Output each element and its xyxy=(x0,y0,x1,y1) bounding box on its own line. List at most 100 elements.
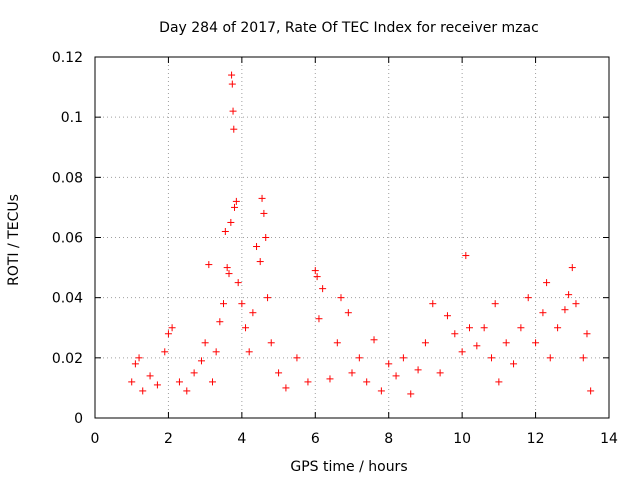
data-point xyxy=(561,306,569,314)
data-point xyxy=(230,125,238,133)
y-axis-label: ROTI / TECUs xyxy=(6,194,22,286)
data-point xyxy=(587,387,595,395)
data-point xyxy=(208,378,216,386)
data-point xyxy=(201,339,209,347)
data-point xyxy=(221,227,229,235)
data-point xyxy=(146,372,154,380)
y-tick-label: 0.1 xyxy=(61,110,83,126)
data-point xyxy=(153,381,161,389)
data-point xyxy=(225,270,233,278)
data-point xyxy=(229,107,237,115)
data-point xyxy=(465,324,473,332)
data-point xyxy=(583,330,591,338)
data-point xyxy=(227,218,235,226)
data-point xyxy=(524,294,532,302)
data-point xyxy=(267,339,275,347)
data-point xyxy=(546,354,554,362)
data-point xyxy=(473,342,481,350)
data-point xyxy=(568,264,576,272)
data-point xyxy=(304,378,312,386)
plot-frame xyxy=(94,56,610,419)
data-point xyxy=(311,267,319,275)
data-points xyxy=(128,71,595,398)
chart-title: Day 284 of 2017, Rate Of TEC Index for r… xyxy=(159,20,539,36)
tick-labels: 0 2 4 6 8 10 12 14 0 0.02 0.04 0.06 0.08 0.1 0.12 xyxy=(52,50,618,447)
data-point xyxy=(414,366,422,374)
data-point xyxy=(480,324,488,332)
data-point xyxy=(313,273,321,281)
data-point xyxy=(510,360,518,368)
data-point xyxy=(264,294,272,302)
data-point xyxy=(392,372,400,380)
data-point xyxy=(161,348,169,356)
data-point xyxy=(443,312,451,320)
data-point xyxy=(234,279,242,287)
data-point xyxy=(231,203,239,211)
data-point xyxy=(436,369,444,377)
x-tick-label: 8 xyxy=(384,431,393,447)
data-point xyxy=(228,80,236,88)
data-point xyxy=(131,360,139,368)
x-tick-label: 10 xyxy=(453,431,471,447)
x-tick-label: 6 xyxy=(311,431,320,447)
data-point xyxy=(242,324,250,332)
data-point xyxy=(258,194,266,202)
data-point xyxy=(168,324,176,332)
x-tick-label: 12 xyxy=(527,431,545,447)
data-point xyxy=(326,375,334,383)
data-point xyxy=(495,378,503,386)
data-point xyxy=(262,234,270,241)
data-point xyxy=(139,387,147,395)
y-tick-label: 0.06 xyxy=(52,231,83,247)
x-tick-label: 4 xyxy=(237,431,246,447)
data-point xyxy=(337,294,345,302)
data-point xyxy=(517,324,525,332)
data-point xyxy=(223,264,231,272)
data-point xyxy=(333,339,341,347)
data-point xyxy=(249,309,257,317)
data-point xyxy=(554,324,562,332)
y-tick-label: 0.02 xyxy=(52,351,83,367)
y-tick-label: 0 xyxy=(74,411,83,427)
data-point xyxy=(532,339,540,347)
data-point xyxy=(429,300,437,308)
data-point xyxy=(135,354,143,362)
data-point xyxy=(319,285,327,293)
data-point xyxy=(579,354,587,362)
data-point xyxy=(253,243,261,251)
data-point xyxy=(488,354,496,362)
data-point xyxy=(491,300,499,308)
data-point xyxy=(385,360,393,368)
data-point xyxy=(572,300,580,308)
data-point xyxy=(190,369,198,377)
x-tick-label: 2 xyxy=(164,431,173,447)
data-point xyxy=(543,279,551,287)
data-point xyxy=(565,291,573,299)
x-tick-label: 0 xyxy=(91,431,100,447)
data-point xyxy=(344,309,352,317)
y-tick-label: 0.04 xyxy=(52,291,83,307)
data-point xyxy=(197,357,205,365)
data-point xyxy=(232,197,240,205)
data-point xyxy=(228,71,236,79)
data-point xyxy=(275,369,283,377)
data-point xyxy=(220,300,227,308)
data-point xyxy=(164,330,172,338)
data-point xyxy=(462,252,470,260)
data-point xyxy=(539,309,547,317)
data-point xyxy=(282,384,290,392)
data-point xyxy=(370,336,378,344)
x-tick-label: 14 xyxy=(600,431,618,447)
data-point xyxy=(399,354,407,362)
data-point xyxy=(183,387,191,395)
data-point xyxy=(377,387,385,395)
data-point xyxy=(128,378,136,386)
data-point xyxy=(315,315,323,323)
data-point xyxy=(363,378,371,386)
data-point xyxy=(348,369,356,377)
data-point xyxy=(175,378,183,386)
data-point xyxy=(407,390,415,398)
data-point xyxy=(260,209,268,217)
